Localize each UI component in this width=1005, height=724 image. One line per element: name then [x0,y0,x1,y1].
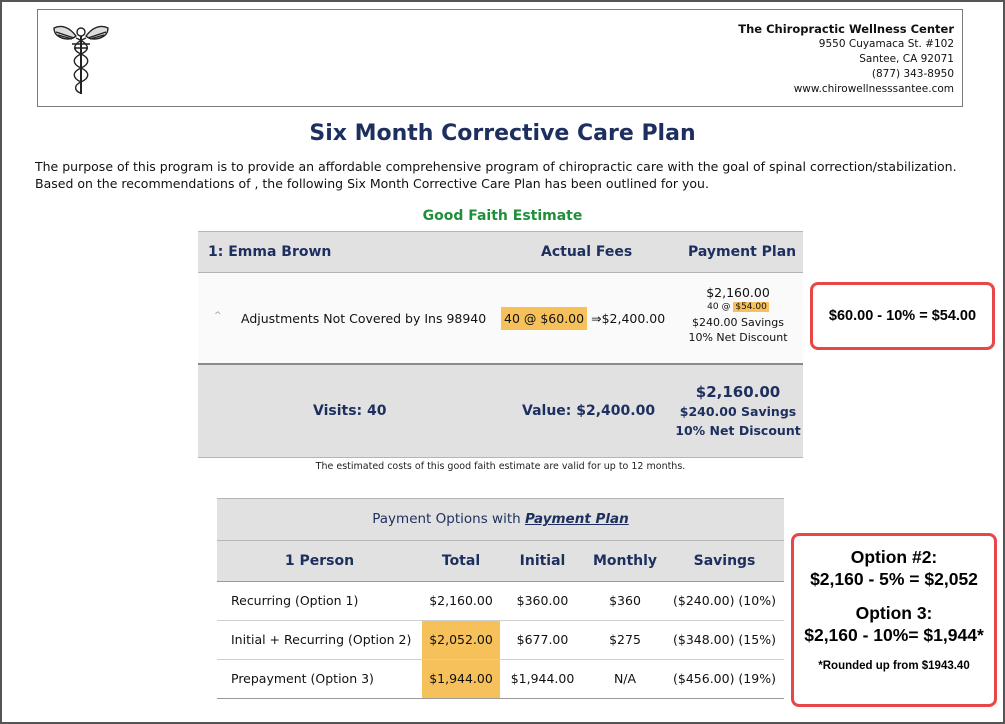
header-savings: Savings [693,553,756,569]
intro-paragraph: The purpose of this program is to provid… [35,159,957,191]
plan-rate: 40 @ $54.00 [670,300,806,315]
totals-plan-savings: $240.00 Savings [679,404,797,419]
payment-plan-header: Payment Plan [688,244,797,260]
page-title: Six Month Corrective Care Plan [309,121,696,146]
option-name: Prepayment (Option 3) [231,671,374,686]
option2-calc: $2,160 - 5% = $2,052 [810,569,978,589]
option3-title: Option 3: [855,603,933,623]
option-monthly: N/A [613,671,637,686]
rounding-note: *Rounded up from $1943.40 [818,660,970,672]
option-calculation-callout: Option #2: $2,160 - 5% = $2,052 Option 3… [791,533,997,707]
table-row: Recurring (Option 1) $2,160.00 $360.00 $… [217,582,784,621]
payment-plan-cell: $2,160.00 40 @ $54.00 $240.00 Savings 10… [670,285,806,345]
option-name: Initial + Recurring (Option 2) [231,632,412,647]
service-name: Adjustments Not Covered by Ins 98940 [241,311,487,326]
option3-calc: $2,160 - 10%= $1,944* [804,625,984,645]
arrow-icon: ⇒ [591,311,602,326]
rate-calculation-callout: $60.00 - 10% = $54.00 [810,282,995,350]
option-savings: ($348.00) (15%) [673,632,776,647]
option-monthly: $275 [609,632,641,647]
totals-plan-total: $2,160.00 [695,383,781,401]
option-savings: ($456.00) (19%) [673,671,776,686]
option-savings: ($240.00) (10%) [673,593,776,608]
payment-plan-link[interactable]: Payment Plan [524,511,629,527]
actual-fee-calc: 40 @ $60.00 ⇒$2,400.00 [501,307,665,330]
expand-caret-icon[interactable]: ^ [214,311,222,321]
actual-fee-total: $2,400.00 [601,311,666,326]
option2-title: Option #2: [850,547,938,567]
fee-service-row: ^ Adjustments Not Covered by Ins 98940 4… [198,273,803,365]
actual-fees-header: Actual Fees [541,244,633,260]
clinic-name: The Chiropractic Wellness Center [738,22,954,36]
option-monthly: $360 [609,593,641,608]
payment-options-title: Payment Options with Payment Plan [217,498,784,541]
option-total: $2,160.00 [429,593,493,608]
fee-totals-row: Visits: 40 Value: $2,400.00 $2,160.00 $2… [198,365,803,458]
header-monthly: Monthly [592,553,658,569]
header-initial: Initial [519,553,566,569]
option-initial: $360.00 [516,593,569,608]
total-visits: Visits: 40 [313,403,387,419]
table-row: Prepayment (Option 3) $1,944.00 $1,944.0… [217,660,784,699]
plan-rate-prefix: 40 @ [707,302,731,312]
clinic-address-line1: 9550 Cuyamaca St. #102 [818,38,954,50]
fee-table: 1: Emma Brown Actual Fees Payment Plan ^… [198,231,803,458]
totals-plan-discount: 10% Net Discount [675,423,801,438]
option-total: $2,052.00 [422,621,500,659]
option-name: Recurring (Option 1) [231,593,359,608]
header-total: Total [441,553,481,569]
header-person: 1 Person [284,553,355,569]
payment-options-table: Payment Options with Payment Plan 1 Pers… [217,498,784,699]
caduceus-icon [53,25,109,94]
payment-options-header: 1 Person Total Initial Monthly Savings [217,541,784,582]
clinic-header: The Chiropractic Wellness Center 9550 Cu… [37,9,963,107]
good-faith-estimate-label: Good Faith Estimate [422,208,583,224]
table-row: Initial + Recurring (Option 2) $2,052.00… [217,621,784,660]
fee-table-header: 1: Emma Brown Actual Fees Payment Plan [198,231,803,273]
fee-rate-highlight: 40 @ $60.00 [501,307,588,330]
plan-total: $2,160.00 [706,285,770,300]
plan-discount: 10% Net Discount [688,331,788,344]
option-initial: $677.00 [516,632,569,647]
clinic-phone: (877) 343-8950 [871,68,954,80]
plan-savings: $240.00 Savings [692,316,784,329]
validity-note: The estimated costs of this good faith e… [315,461,686,472]
total-value: Value: $2,400.00 [522,403,656,419]
plan-rate-highlight: $54.00 [733,302,769,312]
patient-name-header: 1: Emma Brown [208,244,332,260]
clinic-info: The Chiropractic Wellness Center 9550 Cu… [738,22,954,97]
clinic-address-line2: Santee, CA 92071 [859,53,954,65]
option-total: $1,944.00 [422,660,500,698]
payment-options-title-prefix: Payment Options with [372,511,521,527]
option-initial: $1,944.00 [510,671,575,686]
callout-spacer [794,590,994,602]
clinic-website: www.chirowellnesssantee.com [793,83,954,95]
totals-plan-cell: $2,160.00 $240.00 Savings 10% Net Discou… [670,383,806,440]
